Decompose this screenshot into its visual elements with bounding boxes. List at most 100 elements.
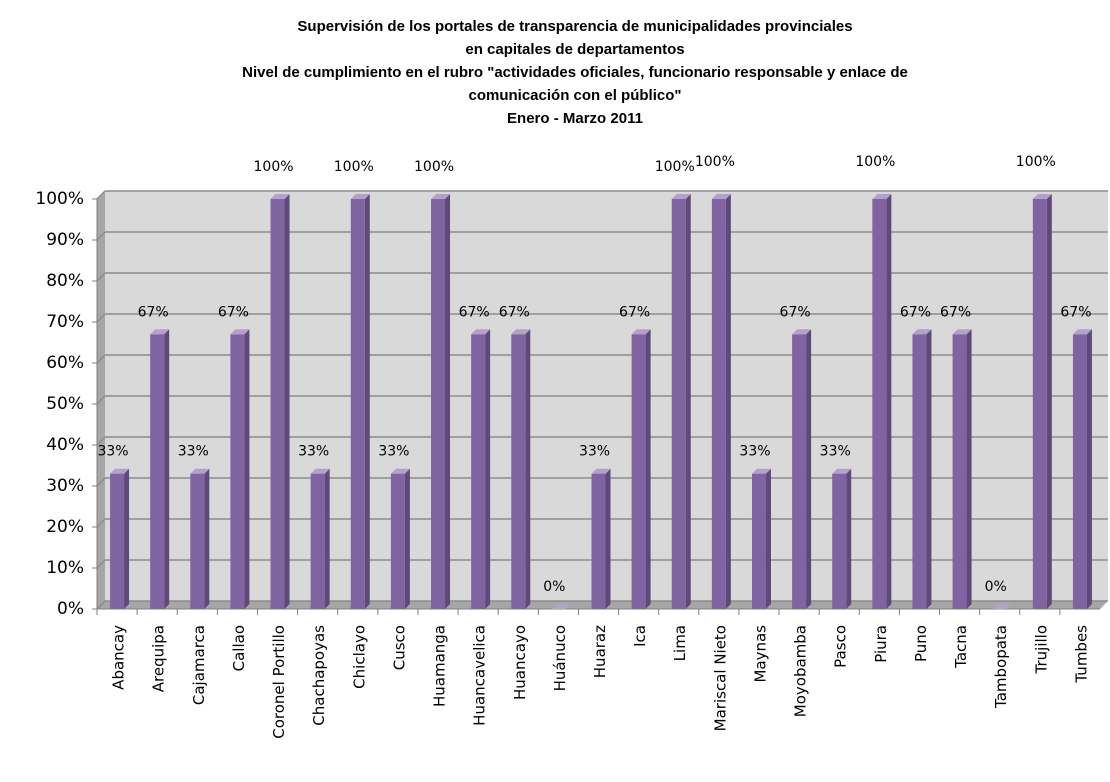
bar (952, 334, 967, 609)
chart-title: en capitales de departamentos (465, 41, 684, 58)
x-tick-label: Huancavelica (471, 625, 489, 726)
bar (511, 334, 526, 609)
bar-side (1046, 194, 1052, 609)
bar-top (872, 194, 892, 199)
bar-top (912, 329, 932, 335)
bar-side (685, 194, 691, 609)
x-tick-label: Pasco (832, 625, 850, 668)
bar-side (204, 468, 210, 609)
y-tick-label: 100% (35, 189, 84, 209)
x-tick-label: Tacna (952, 625, 970, 669)
bar-top (150, 329, 170, 335)
bar-side (765, 468, 771, 609)
bar (110, 473, 125, 609)
bar-top (390, 468, 410, 474)
data-label: 100% (655, 159, 695, 175)
bar-top (792, 329, 812, 335)
y-tick-label: 60% (46, 353, 84, 373)
x-tick-label: Tambopata (992, 625, 1010, 709)
bar-top (350, 194, 370, 199)
data-label: 67% (780, 304, 811, 320)
data-label: 67% (499, 304, 530, 320)
bar-side (124, 468, 130, 609)
grid-line-side (96, 272, 106, 282)
y-tick-label: 70% (46, 312, 84, 332)
bar-top (190, 468, 210, 474)
data-label: 100% (334, 159, 374, 175)
bar-top (992, 604, 1012, 609)
bar (872, 199, 887, 609)
bar-side (806, 329, 812, 609)
bar-side (645, 329, 651, 609)
bar-side (485, 329, 491, 609)
data-label: 100% (695, 154, 735, 170)
bar (751, 473, 766, 609)
bar (671, 199, 686, 609)
bar-top (751, 468, 771, 474)
x-tick-label: Arequipa (150, 625, 168, 692)
data-label: 33% (378, 444, 409, 460)
data-label: 67% (619, 304, 650, 320)
x-tick-label: Piura (872, 625, 890, 663)
x-tick-label: Callao (230, 625, 248, 671)
bar-side (164, 329, 170, 609)
bar-top (832, 468, 852, 474)
y-tick-label: 0% (57, 599, 84, 619)
x-tick-label: Huánuco (551, 625, 569, 691)
grid-line-side (96, 559, 106, 569)
x-tick-label: Huaraz (591, 625, 609, 678)
bar-side (244, 329, 250, 609)
bar-side (445, 194, 451, 609)
data-label: 67% (218, 304, 249, 320)
bar-side (284, 194, 290, 609)
bar (1032, 199, 1047, 609)
bar (912, 334, 927, 609)
x-tick-label: Moyobamba (792, 625, 810, 717)
bar-top (671, 194, 691, 199)
grid-line-side (96, 354, 106, 364)
data-label: 67% (900, 304, 931, 320)
bar-top (110, 468, 130, 474)
x-tick-label: Huancayo (511, 625, 529, 700)
y-tick-label: 10% (46, 558, 84, 578)
chart-title: Nivel de cumplimiento en el rubro "activ… (242, 64, 908, 81)
bar-side (846, 468, 852, 609)
bar (390, 473, 405, 609)
bar (711, 199, 726, 609)
chart-title: Supervisión de los portales de transpare… (297, 18, 852, 35)
bar-top (310, 468, 330, 474)
bar-top (270, 194, 290, 199)
bar (431, 199, 446, 609)
y-tick-label: 90% (46, 230, 84, 250)
bar (631, 334, 646, 609)
x-tick-label: Puno (912, 625, 930, 662)
x-tick-label: Trujillo (1032, 625, 1050, 674)
chart-title: comunicación con el público" (469, 87, 682, 104)
bar-side (886, 194, 892, 609)
bar (230, 334, 245, 609)
bar-side (1086, 329, 1092, 609)
data-label: 33% (178, 444, 209, 460)
data-label: 0% (985, 579, 1007, 595)
data-label: 33% (97, 444, 128, 460)
data-label: 67% (138, 304, 169, 320)
data-label: 100% (855, 154, 895, 170)
data-label: 67% (940, 304, 971, 320)
x-tick-label: Tumbes (1072, 625, 1090, 684)
bar (792, 334, 807, 609)
x-tick-label: Maynas (751, 625, 769, 683)
bar-top (1032, 194, 1052, 199)
bar-top (711, 194, 731, 199)
bar (1072, 334, 1087, 609)
bar-side (725, 194, 731, 609)
x-tick-label: Abancay (110, 625, 128, 690)
grid-line-side (96, 477, 106, 487)
data-label: 0% (543, 579, 565, 595)
bar (310, 473, 325, 609)
x-tick-label: Cusco (390, 625, 408, 670)
bar-side (605, 468, 611, 609)
y-tick-label: 50% (46, 394, 84, 414)
x-tick-label: Lima (671, 625, 689, 661)
bar-top (230, 329, 250, 335)
